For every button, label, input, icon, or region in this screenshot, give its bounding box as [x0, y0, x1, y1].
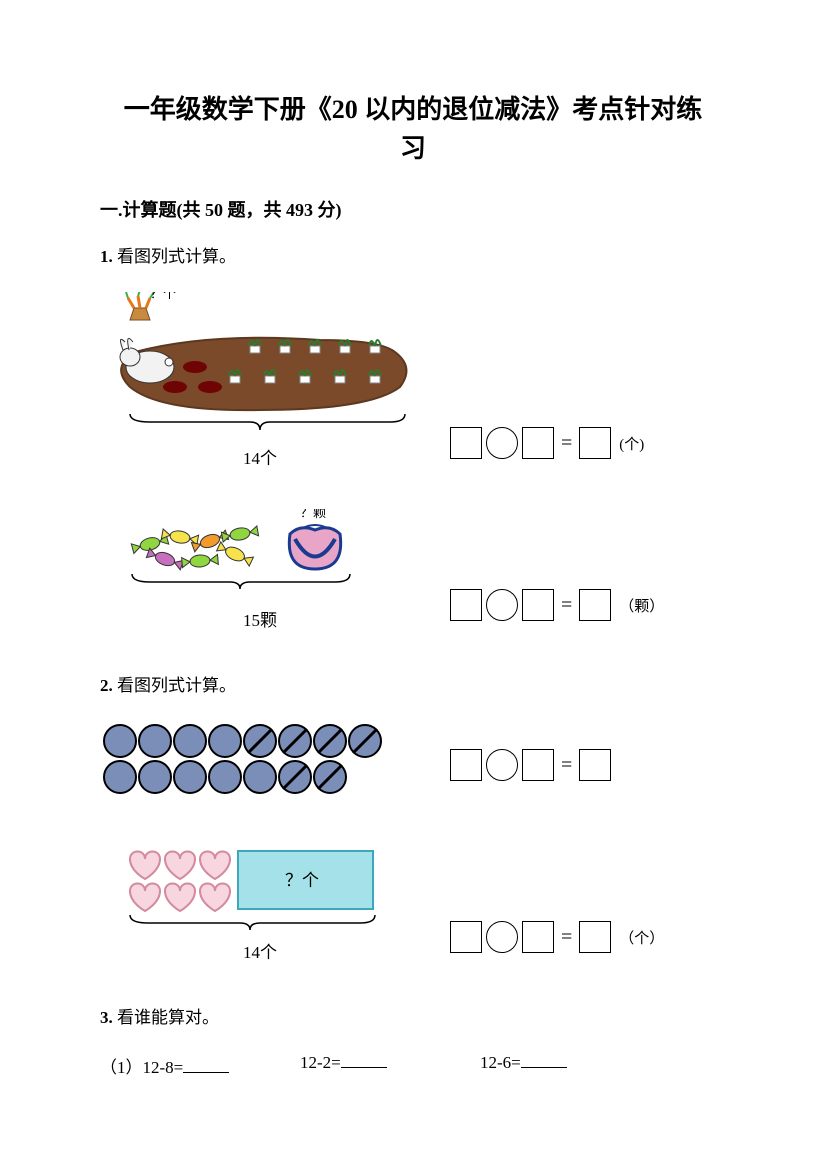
question-1: 1. 看图列式计算。 [100, 242, 726, 267]
q1-text: 看图列式计算。 [117, 247, 236, 266]
eq-box[interactable] [579, 427, 611, 459]
blank-input[interactable] [183, 1058, 229, 1073]
question-3: 3. 看谁能算对。 [100, 1003, 726, 1028]
fig2-qmark: ？颗 [300, 509, 326, 520]
eq-op-circle[interactable] [486, 427, 518, 459]
page-title: 一年级数学下册《20 以内的退位减法》考点针对练 习 [100, 90, 726, 168]
q3-item-a: （1）12-8= [100, 1053, 300, 1078]
section-header: 一.计算题(共 50 题，共 493 分) [100, 196, 726, 222]
equation-1: = (个) [450, 427, 644, 459]
title-line-2: 习 [400, 134, 426, 163]
q2-num: 2. [100, 676, 113, 695]
candy-svg: ？颗 [110, 509, 410, 604]
eq-unit: （个） [619, 927, 664, 948]
hearts-svg: ？个 [110, 841, 410, 936]
fig2-label: 15颗 [243, 606, 277, 631]
figure-row-4: ？个 14个 = （个） [100, 841, 726, 963]
figure-row-1: ？个 14个 = (个) [100, 292, 726, 469]
eq-box[interactable] [579, 589, 611, 621]
fig1-qmark: ？个 [150, 292, 176, 301]
figure-row-3: = [100, 721, 726, 801]
eq-box[interactable] [522, 427, 554, 459]
question-2: 2. 看图列式计算。 [100, 671, 726, 696]
eq-box[interactable] [450, 427, 482, 459]
q1-num: 1. [100, 247, 113, 266]
eq-box[interactable] [579, 921, 611, 953]
carrot-field-svg: ？个 [100, 292, 420, 442]
q3-num: 3. [100, 1008, 113, 1027]
q3-row: （1）12-8= 12-2= 12-6= [100, 1053, 726, 1078]
q2-text: 看图列式计算。 [117, 676, 236, 695]
blank-input[interactable] [341, 1053, 387, 1068]
fig1-label: 14个 [243, 444, 277, 469]
figure-1: ？个 14个 [100, 292, 420, 469]
fig4-label: 14个 [243, 938, 277, 963]
eq-box[interactable] [450, 921, 482, 953]
eq-op-circle[interactable] [486, 921, 518, 953]
eq-sign: = [558, 432, 575, 455]
eq-sign: = [558, 594, 575, 617]
fig4-qmark: ？个 [285, 871, 319, 890]
figure-4: ？个 14个 [100, 841, 420, 963]
q3-text: 看谁能算对。 [117, 1008, 219, 1027]
eq-op-circle[interactable] [486, 589, 518, 621]
blank-input[interactable] [521, 1053, 567, 1068]
eq-sign: = [558, 926, 575, 949]
eq-box[interactable] [450, 749, 482, 781]
equation-4: = （个） [450, 921, 664, 953]
eq-box[interactable] [450, 589, 482, 621]
q3-prefix: （1） [100, 1058, 143, 1077]
equation-2: = （颗） [450, 589, 664, 621]
circles-svg [100, 721, 420, 801]
q3-eq-c: 12-6= [480, 1053, 521, 1072]
equation-3: = [450, 749, 611, 781]
eq-sign: = [558, 754, 575, 777]
eq-box[interactable] [522, 921, 554, 953]
eq-unit: （颗） [619, 595, 664, 616]
q3-item-c: 12-6= [480, 1053, 567, 1078]
eq-unit: (个) [619, 433, 644, 454]
eq-box[interactable] [579, 749, 611, 781]
title-line-1: 一年级数学下册《20 以内的退位减法》考点针对练 [124, 95, 703, 124]
figure-2: ？颗 15颗 [100, 509, 420, 631]
q3-item-b: 12-2= [300, 1053, 480, 1078]
q3-eq-b: 12-2= [300, 1053, 341, 1072]
q3-eq-a: 12-8= [143, 1058, 184, 1077]
figure-3 [100, 721, 420, 801]
figure-row-2: ？颗 15颗 = （颗） [100, 509, 726, 631]
eq-box[interactable] [522, 589, 554, 621]
eq-box[interactable] [522, 749, 554, 781]
eq-op-circle[interactable] [486, 749, 518, 781]
